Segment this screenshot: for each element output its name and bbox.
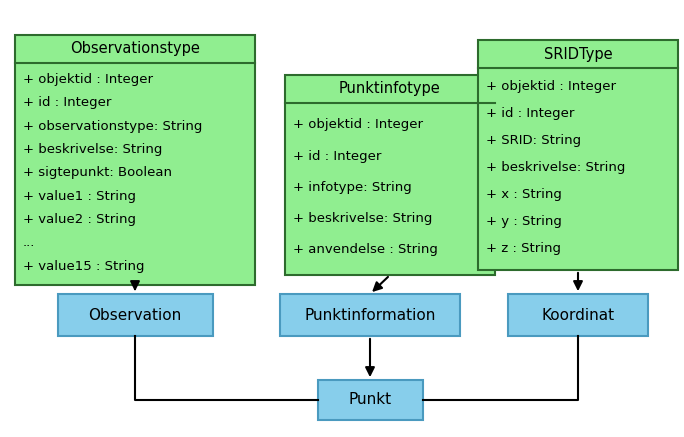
Text: Observation: Observation	[88, 308, 182, 323]
Text: + beskrivelse: String: + beskrivelse: String	[486, 161, 625, 174]
Text: + y : String: + y : String	[486, 215, 562, 228]
Text: + x : String: + x : String	[486, 188, 562, 201]
Text: ...: ...	[23, 236, 36, 250]
Text: + beskrivelse: String: + beskrivelse: String	[23, 143, 162, 156]
Text: + sigtepunkt: Boolean: + sigtepunkt: Boolean	[23, 166, 172, 179]
Bar	[508, 294, 648, 336]
Text: + value15 : String: + value15 : String	[23, 260, 144, 273]
Text: Koordinat: Koordinat	[542, 308, 614, 323]
Bar	[478, 40, 678, 270]
Text: + z : String: + z : String	[486, 242, 561, 255]
Text: + objektid : Integer: + objektid : Integer	[486, 80, 616, 94]
Bar	[317, 380, 423, 420]
Text: Observationstype: Observationstype	[70, 42, 200, 56]
Text: + value1 : String: + value1 : String	[23, 190, 136, 203]
Bar	[285, 75, 495, 275]
Text: + id : Integer: + id : Integer	[293, 149, 382, 163]
Text: + objektid : Integer: + objektid : Integer	[23, 73, 153, 86]
Text: + objektid : Integer: + objektid : Integer	[293, 118, 423, 132]
Text: Punkt: Punkt	[348, 392, 391, 407]
Text: Punktinfotype: Punktinfotype	[339, 81, 441, 97]
Text: + anvendelse : String: + anvendelse : String	[293, 243, 438, 257]
Bar	[280, 294, 460, 336]
Text: + SRID: String: + SRID: String	[486, 134, 581, 147]
Text: + value2 : String: + value2 : String	[23, 213, 136, 226]
Text: Punktinformation: Punktinformation	[304, 308, 436, 323]
Text: + id : Integer: + id : Integer	[23, 96, 111, 109]
Bar	[57, 294, 213, 336]
Text: + observationstype: String: + observationstype: String	[23, 120, 202, 132]
Text: + infotype: String: + infotype: String	[293, 181, 412, 194]
Bar	[15, 35, 255, 285]
Text: + beskrivelse: String: + beskrivelse: String	[293, 212, 432, 225]
Text: + id : Integer: + id : Integer	[486, 108, 575, 120]
Text: SRIDType: SRIDType	[544, 46, 612, 62]
